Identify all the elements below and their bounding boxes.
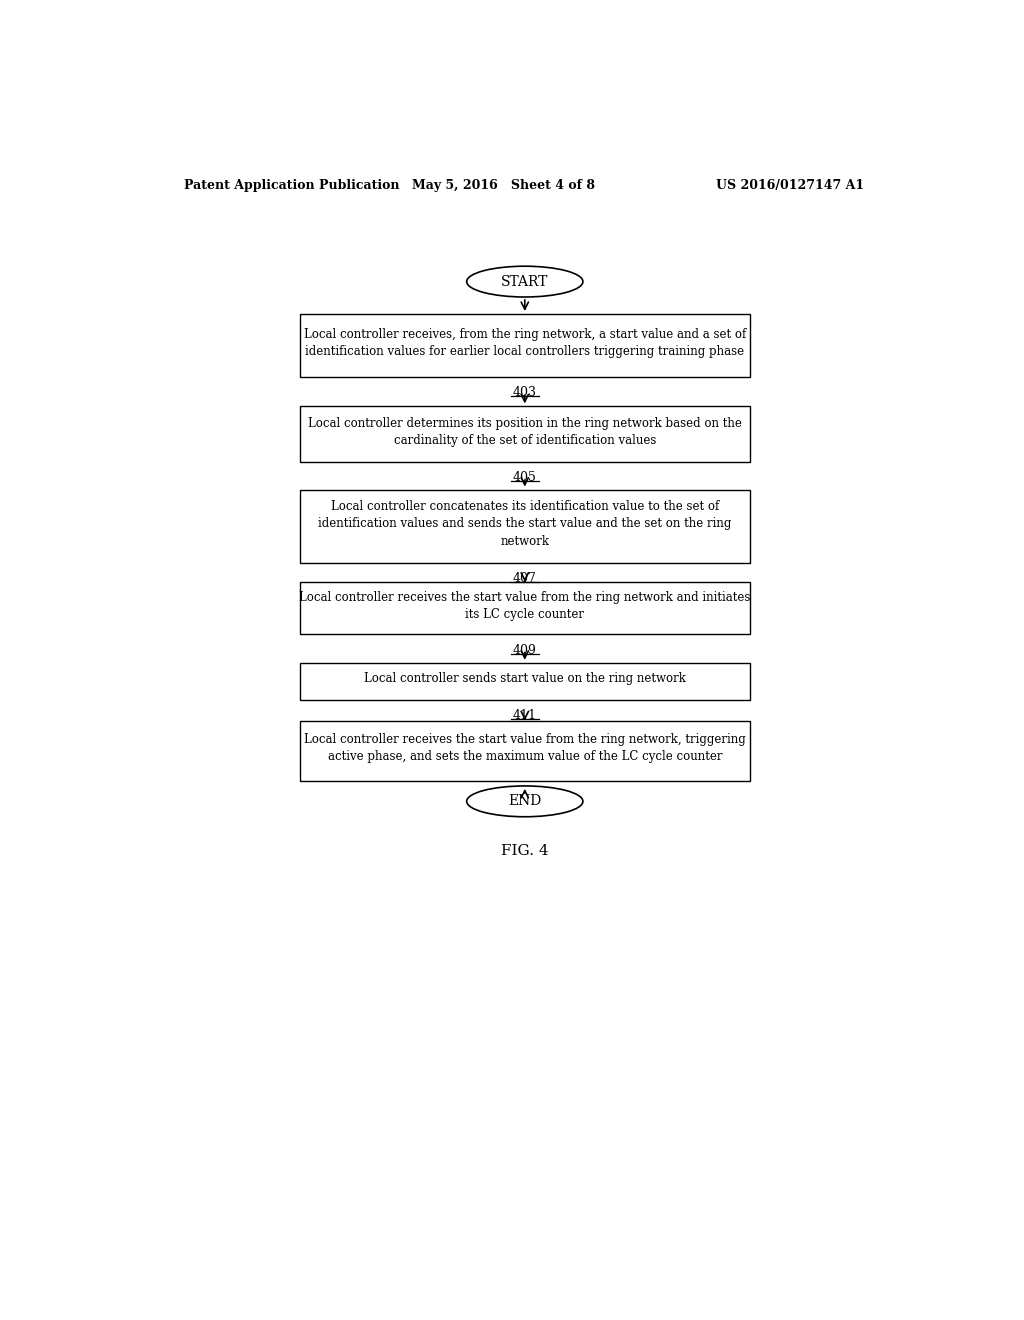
Text: START: START <box>501 275 549 289</box>
Text: May 5, 2016   Sheet 4 of 8: May 5, 2016 Sheet 4 of 8 <box>413 178 595 191</box>
FancyBboxPatch shape <box>300 582 750 635</box>
Text: 403: 403 <box>513 387 537 400</box>
Ellipse shape <box>467 785 583 817</box>
Text: Local controller receives, from the ring network, a start value and a set of
ide: Local controller receives, from the ring… <box>304 327 745 359</box>
Text: Local controller sends start value on the ring network: Local controller sends start value on th… <box>364 672 686 685</box>
Text: 411: 411 <box>513 709 537 722</box>
Text: Local controller receives the start value from the ring network and initiates
it: Local controller receives the start valu… <box>299 590 751 620</box>
Ellipse shape <box>467 267 583 297</box>
Text: Local controller concatenates its identification value to the set of
identificat: Local controller concatenates its identi… <box>318 500 731 548</box>
Text: Local controller determines its position in the ring network based on the
cardin: Local controller determines its position… <box>308 417 741 447</box>
FancyBboxPatch shape <box>300 721 750 780</box>
Text: 409: 409 <box>513 644 537 656</box>
FancyBboxPatch shape <box>300 314 750 378</box>
FancyBboxPatch shape <box>300 490 750 562</box>
Text: END: END <box>508 795 542 808</box>
Text: Local controller receives the start value from the ring network, triggering
acti: Local controller receives the start valu… <box>304 733 745 763</box>
FancyBboxPatch shape <box>300 663 750 700</box>
Text: Patent Application Publication: Patent Application Publication <box>183 178 399 191</box>
Text: 407: 407 <box>513 572 537 585</box>
Text: 405: 405 <box>513 471 537 484</box>
Text: US 2016/0127147 A1: US 2016/0127147 A1 <box>716 178 864 191</box>
FancyBboxPatch shape <box>300 407 750 462</box>
Text: FIG. 4: FIG. 4 <box>501 845 549 858</box>
Text: 413: 413 <box>513 789 537 803</box>
